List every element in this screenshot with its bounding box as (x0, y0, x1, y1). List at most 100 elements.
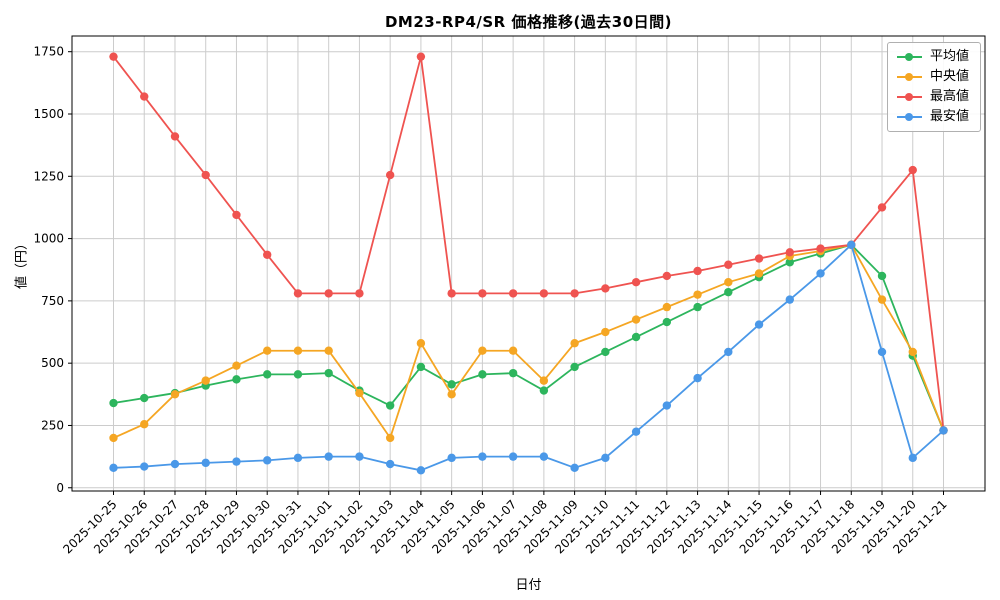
series-max-point (785, 248, 794, 257)
series-median-point (508, 346, 518, 355)
series-max-point (416, 52, 426, 61)
y-tick-label: 1000 (33, 232, 64, 246)
y-tick-label: 0 (56, 481, 64, 495)
series-max-point (170, 132, 180, 141)
series-median-point (263, 346, 272, 355)
series-max-point (109, 52, 118, 61)
series-average-point (724, 287, 733, 297)
y-tick-label: 500 (41, 356, 64, 370)
series-median-point (662, 302, 672, 312)
series-average-point (662, 317, 672, 327)
series-min-point (539, 452, 549, 461)
series-max-point (201, 170, 210, 180)
series-max-point (816, 244, 825, 253)
series-min-point (601, 453, 610, 463)
series-median-point (109, 433, 118, 443)
legend-item-max: 最高値 (896, 90, 969, 103)
series-max-point (754, 254, 764, 263)
series-max (109, 52, 948, 435)
series-min-point (693, 373, 702, 383)
series-min-point (293, 453, 303, 463)
series-median-point (631, 315, 641, 324)
series-median-point (416, 339, 426, 348)
series-median-point (355, 388, 364, 398)
series-min-point (754, 320, 764, 329)
legend-item-average: 平均値 (896, 49, 969, 64)
series-min-point (847, 240, 856, 250)
legend-label-average: 平均値 (929, 49, 969, 64)
series-min-point (785, 295, 794, 304)
series-median-point (754, 269, 764, 278)
series-max-point (693, 266, 702, 276)
series-max-point (263, 250, 272, 259)
plot-border (71, 35, 986, 492)
series-average-point (385, 401, 395, 410)
series-max-point (385, 170, 395, 180)
series-median-point (447, 390, 456, 399)
y-tick-label: 1500 (33, 107, 64, 121)
series-min-point (908, 453, 917, 463)
series-average-point (324, 368, 333, 378)
series-min-point (324, 452, 333, 461)
series-max-point (232, 210, 241, 220)
series-min (109, 240, 948, 475)
series-max-point (355, 289, 364, 298)
legend-item-median: 中央値 (896, 69, 969, 84)
series-max-point (877, 203, 887, 212)
series-min-line (113, 243, 945, 472)
x-axis-label: 日付 (515, 578, 542, 593)
series-min-point (416, 466, 426, 475)
series-max-point (140, 92, 149, 101)
series-min-point (385, 459, 395, 469)
series-median-point (385, 433, 395, 443)
series-max-point (293, 289, 303, 298)
series-median-point (478, 346, 487, 355)
series-average-point (140, 393, 149, 403)
series-median-point (293, 346, 303, 355)
series-average-point (508, 368, 518, 378)
y-tick-label: 1750 (33, 45, 64, 59)
axis-ticks (68, 51, 944, 495)
series-max-point (539, 289, 549, 298)
series-max-point (570, 289, 579, 298)
series-min-point (939, 426, 948, 435)
series-min-point (631, 427, 641, 436)
series-median-point (601, 327, 610, 337)
y-tick-label: 1250 (33, 169, 64, 183)
series-average-line (113, 243, 945, 431)
series-max-point (724, 260, 733, 269)
series-min-point (232, 457, 241, 466)
series-min-point (570, 463, 579, 473)
series-average-point (570, 362, 579, 372)
series-average-point (416, 362, 426, 372)
legend-label-median: 中央値 (929, 69, 969, 84)
series-min-point (724, 347, 733, 357)
series-max-line (112, 55, 945, 431)
series-average-point (877, 271, 887, 281)
legend-marker-median-icon (896, 72, 922, 82)
legend: 平均値 中央値 最高値 最安値 (886, 42, 981, 132)
series-median-point (201, 376, 210, 385)
series-min-point (355, 452, 364, 461)
series-average-point (109, 398, 118, 408)
legend-marker-average-icon (896, 52, 922, 62)
series-average-point (601, 347, 610, 357)
series-median-point (170, 390, 180, 399)
series-average-point (539, 386, 549, 395)
y-tick-label: 750 (41, 294, 64, 308)
series-min-point (109, 463, 118, 473)
series-average-point (631, 332, 641, 342)
series-median (109, 240, 948, 443)
series-min-point (263, 456, 272, 465)
series-median-point (877, 295, 887, 304)
series-min-point (662, 401, 672, 410)
legend-item-min: 最安値 (896, 110, 969, 123)
series-max-point (601, 284, 610, 293)
series-average-point (263, 370, 272, 379)
series-median-point (324, 346, 333, 355)
series-max-point (631, 277, 641, 287)
series-min-point (447, 453, 456, 463)
gridlines (72, 36, 985, 491)
series-min-point (877, 347, 887, 357)
